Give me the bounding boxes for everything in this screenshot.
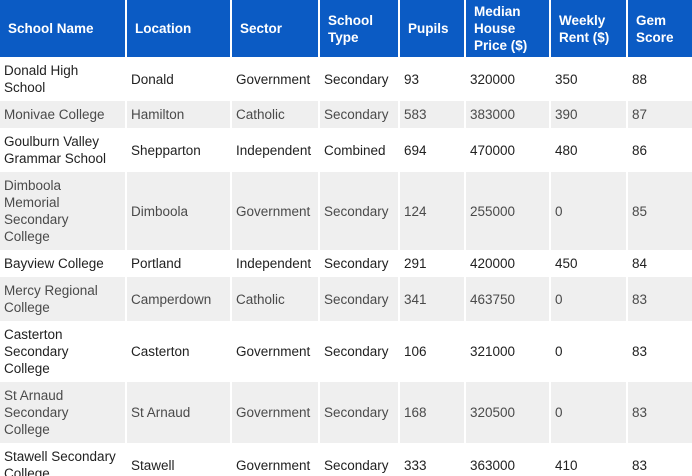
table-row: Bayview College Portland Independent Sec… xyxy=(0,250,692,277)
cell-sector: Government xyxy=(236,457,311,473)
cell-pupils: 291 xyxy=(404,256,427,271)
table-row: Stawell Secondary College Stawell Govern… xyxy=(0,443,692,476)
cell-location: Shepparton xyxy=(131,142,201,158)
cell-median-house-price: 255000 xyxy=(466,172,549,250)
cell-pupils: 583 xyxy=(400,101,464,128)
column-header-gem-score: Gem Score xyxy=(628,0,692,57)
cell-weekly-rent: 0 xyxy=(551,382,626,443)
cell-school-name: Donald High School xyxy=(4,63,79,95)
cell-weekly-rent: 390 xyxy=(551,101,626,128)
cell-school-type: Secondary xyxy=(320,101,398,128)
cell-school-name: Stawell Secondary College xyxy=(4,449,116,476)
cell-sector: Independent xyxy=(236,142,312,158)
cell-sector: Government xyxy=(236,71,311,87)
table-row: Goulburn Valley Grammar School Shepparto… xyxy=(0,128,692,172)
table-row: Monivae College Hamilton Catholic Second… xyxy=(0,101,692,128)
table-row: Mercy Regional College Camperdown Cathol… xyxy=(0,277,692,321)
table-body: Donald High School Donald Government Sec… xyxy=(0,57,692,476)
cell-location: Hamilton xyxy=(127,101,230,128)
cell-location: St Arnaud xyxy=(127,382,230,443)
cell-median-house-price: 383000 xyxy=(466,101,549,128)
cell-gem-score: 83 xyxy=(632,457,648,473)
cell-gem-score: 88 xyxy=(632,71,648,87)
cell-gem-score: 83 xyxy=(628,277,692,321)
cell-weekly-rent: 350 xyxy=(555,71,578,87)
cell-gem-score: 85 xyxy=(628,172,692,250)
cell-school-type: Secondary xyxy=(320,382,398,443)
cell-school-name: Mercy Regional College xyxy=(0,277,125,321)
cell-sector: Government xyxy=(232,172,318,250)
cell-gem-score: 87 xyxy=(628,101,692,128)
cell-median-house-price: 320000 xyxy=(470,71,516,87)
table-row: Casterton Secondary College Casterton Go… xyxy=(0,321,692,382)
cell-school-type: Secondary xyxy=(324,344,389,359)
column-header-location: Location xyxy=(127,0,230,57)
cell-school-type: Secondary xyxy=(324,71,389,87)
cell-weekly-rent: 450 xyxy=(555,256,578,271)
cell-school-name: Monivae College xyxy=(0,101,125,128)
cell-school-type: Secondary xyxy=(320,277,398,321)
cell-median-house-price: 320500 xyxy=(466,382,549,443)
cell-pupils: 124 xyxy=(400,172,464,250)
cell-median-house-price: 363000 xyxy=(470,457,516,473)
cell-pupils: 694 xyxy=(404,142,427,158)
cell-location: Dimboola xyxy=(127,172,230,250)
cell-sector: Government xyxy=(236,344,311,359)
cell-weekly-rent: 480 xyxy=(555,142,578,158)
cell-median-house-price: 420000 xyxy=(470,256,516,271)
cell-school-name: Casterton Secondary College xyxy=(4,327,69,376)
cell-weekly-rent: 0 xyxy=(555,344,563,359)
cell-weekly-rent: 0 xyxy=(551,277,626,321)
cell-sector: Catholic xyxy=(232,277,318,321)
cell-pupils: 93 xyxy=(404,71,420,87)
cell-location: Casterton xyxy=(131,344,190,359)
table-header-row: School Name Location Sector School Type … xyxy=(0,0,692,57)
cell-median-house-price: 321000 xyxy=(470,344,516,359)
cell-pupils: 333 xyxy=(404,457,427,473)
cell-weekly-rent: 410 xyxy=(555,457,578,473)
cell-location: Camperdown xyxy=(127,277,230,321)
cell-pupils: 341 xyxy=(400,277,464,321)
column-header-weekly-rent: Weekly Rent ($) xyxy=(551,0,626,57)
cell-pupils: 106 xyxy=(404,344,427,359)
cell-location: Portland xyxy=(131,256,182,271)
cell-gem-score: 84 xyxy=(632,256,648,271)
table-row: Donald High School Donald Government Sec… xyxy=(0,57,692,101)
cell-gem-score: 83 xyxy=(632,344,648,359)
cell-gem-score: 86 xyxy=(632,142,648,158)
cell-median-house-price: 463750 xyxy=(466,277,549,321)
cell-school-name: St Arnaud Secondary College xyxy=(0,382,125,443)
cell-sector: Government xyxy=(232,382,318,443)
cell-location: Donald xyxy=(131,71,174,87)
cell-school-type: Secondary xyxy=(320,172,398,250)
cell-median-house-price: 470000 xyxy=(470,142,516,158)
cell-school-type: Secondary xyxy=(324,256,389,271)
cell-sector: Catholic xyxy=(232,101,318,128)
column-header-school-type: School Type xyxy=(320,0,398,57)
cell-weekly-rent: 0 xyxy=(551,172,626,250)
column-header-pupils: Pupils xyxy=(400,0,464,57)
cell-location: Stawell xyxy=(131,457,175,473)
cell-school-type: Combined xyxy=(324,142,386,158)
cell-gem-score: 83 xyxy=(628,382,692,443)
column-header-median-house-price: Median House Price ($) xyxy=(466,0,549,57)
table-row: Dimboola Memorial Secondary College Dimb… xyxy=(0,172,692,250)
cell-sector: Independent xyxy=(236,256,312,271)
table-row: St Arnaud Secondary College St Arnaud Go… xyxy=(0,382,692,443)
cell-pupils: 168 xyxy=(400,382,464,443)
column-header-sector: Sector xyxy=(232,0,318,57)
column-header-school-name: School Name xyxy=(0,0,125,57)
cell-school-type: Secondary xyxy=(324,457,389,473)
cell-school-name: Bayview College xyxy=(4,256,104,271)
cell-school-name: Goulburn Valley Grammar School xyxy=(4,134,107,166)
cell-school-name: Dimboola Memorial Secondary College xyxy=(0,172,125,250)
